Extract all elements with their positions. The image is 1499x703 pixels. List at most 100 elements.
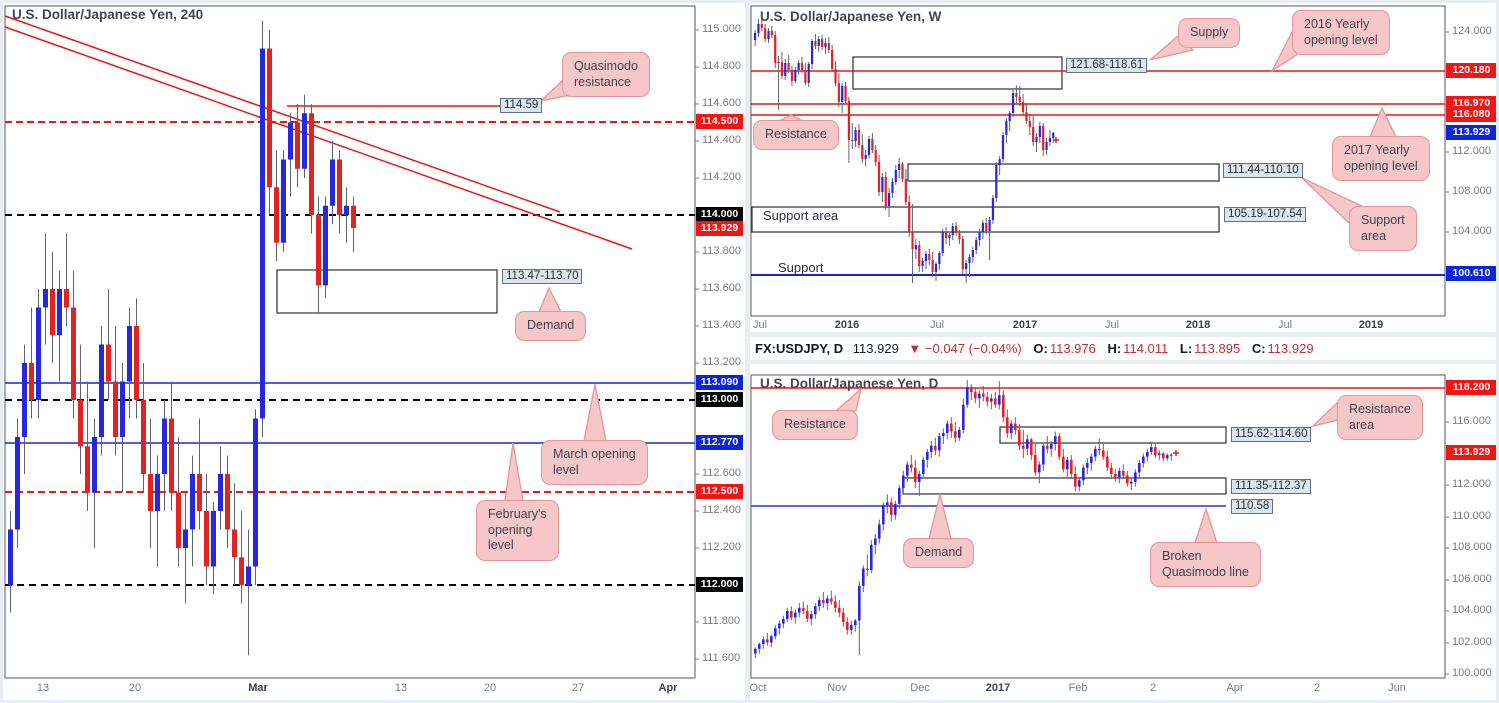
- callout-line: Support: [1361, 213, 1405, 227]
- callout-line: Supply: [1190, 25, 1229, 39]
- daily-candles: [754, 380, 1173, 659]
- weekly-xtick-7: 2019: [1358, 319, 1384, 331]
- ticker-close-label: C:: [1251, 341, 1266, 356]
- ticker-high-value: 114.011: [1123, 341, 1169, 356]
- h4-xtick-0: 13: [36, 682, 50, 694]
- weekly-callout-2016-yearly-opening-level[interactable]: 2016 Yearly opening level: [1292, 10, 1390, 55]
- daily-zone-0[interactable]: [999, 426, 1227, 444]
- weekly-xtick-4: Jul: [1104, 319, 1120, 331]
- h4-xtick-4: 20: [483, 682, 497, 694]
- daily-plot-area[interactable]: [750, 374, 1446, 679]
- weekly-zone-0[interactable]: [852, 56, 1063, 90]
- chart-title-240: U.S. Dollar/Japanese Yen, 240: [12, 7, 204, 22]
- ticker-status-row: FX:USDJPY, D 113.929 ▼ −0.047 (−0.04%) O…: [755, 341, 1314, 356]
- h4-ytick-115.000: 115.000: [702, 23, 741, 35]
- ticker-low-value: 113.895: [1194, 341, 1241, 356]
- h4-price-badge-113.000: 113.000: [696, 392, 743, 407]
- weekly-zone-1[interactable]: [907, 163, 1220, 182]
- h4-plot-area[interactable]: [4, 5, 696, 679]
- weekly-ytick-108.000: 108.000: [1452, 185, 1492, 197]
- weekly-range-label-111.44-110.10[interactable]: 111.44-110.10: [1223, 163, 1303, 178]
- h4-callout-demand[interactable]: Demand: [515, 311, 587, 341]
- callout-line: Quasimodo line: [1162, 564, 1249, 579]
- daily-xtick-4: Feb: [1068, 682, 1088, 694]
- weekly-text-support-area: Support area: [763, 208, 839, 223]
- daily-ytick-112.000: 112.000: [1452, 478, 1491, 490]
- h4-range-label-113.47-113.70[interactable]: 113.47-113.70: [502, 269, 583, 284]
- callout-line: resistance: [574, 74, 631, 89]
- daily-price-badge-118.200: 118.200: [1446, 380, 1497, 395]
- h4-ytick-111.800: 111.800: [702, 615, 741, 627]
- h4-price-badge-113.929: 113.929: [696, 221, 743, 236]
- weekly-ytick-124.000: 124.000: [1452, 25, 1492, 37]
- pane-divider-vertical[interactable]: [745, 0, 750, 703]
- callout-line: area: [1349, 417, 1375, 432]
- daily-range-label-111.35-112.37[interactable]: 111.35-112.37: [1231, 479, 1311, 494]
- weekly-text-support: Support: [778, 260, 824, 275]
- h4-candles: [8, 20, 356, 656]
- callout-line: level: [488, 538, 514, 552]
- h4-callout-february-opening-level[interactable]: February's opening level: [476, 500, 559, 561]
- weekly-xtick-0: Jul: [752, 319, 768, 331]
- h4-price-badge-112.770: 112.770: [696, 435, 743, 450]
- weekly-ytick-104.000: 104.000: [1452, 225, 1492, 237]
- callout-line: Demand: [915, 545, 963, 559]
- frame-bottom: [0, 700, 1499, 703]
- frame-left: [0, 0, 3, 703]
- h4-ytick-112.200: 112.200: [702, 541, 741, 553]
- ticker-close-value: 113.929: [1267, 341, 1314, 356]
- daily-callout-resistance-area[interactable]: Resistance area: [1337, 395, 1423, 440]
- weekly-callout-support-area[interactable]: Support area: [1349, 206, 1417, 251]
- daily-ytick-110.000: 110.000: [1452, 510, 1491, 522]
- h4-price-badge-112.000: 112.000: [696, 577, 743, 592]
- daily-ytick-116.000: 116.000: [1452, 415, 1491, 427]
- weekly-xtick-1: 2016: [834, 319, 860, 331]
- daily-ytick-104.000: 104.000: [1452, 604, 1492, 616]
- callout-line: Resistance: [765, 127, 827, 141]
- h4-price-badge-113.090: 113.090: [696, 375, 743, 390]
- daily-callout-demand[interactable]: Demand: [903, 538, 975, 568]
- daily-range-label-110.58[interactable]: 110.58: [1231, 499, 1274, 514]
- weekly-price-badge-100.610: 100.610: [1446, 266, 1497, 281]
- h4-callout-march-opening-level[interactable]: March opening level: [541, 440, 648, 485]
- weekly-plot-area[interactable]: [750, 5, 1446, 317]
- h4-ytick-113.400: 113.400: [702, 319, 741, 331]
- daily-price-badge-113.929: 113.929: [1446, 445, 1497, 460]
- h4-callout-quasimodo-resistance[interactable]: Quasimodo resistance: [562, 52, 650, 97]
- callout-line: Broken: [1162, 549, 1202, 563]
- h4-ytick-112.400: 112.400: [702, 504, 741, 516]
- daily-xtick-1: Nov: [827, 682, 847, 694]
- weekly-zone-2[interactable]: [751, 206, 1220, 233]
- chart-title-daily: U.S. Dollar/Japanese Yen, D: [760, 376, 939, 391]
- weekly-ytick-112.000: 112.000: [1452, 145, 1491, 157]
- h4-zone-0[interactable]: [276, 269, 498, 314]
- h4-xtick-5: 27: [571, 682, 585, 694]
- h4-xtick-6: Apr: [658, 682, 678, 694]
- daily-callout-resistance[interactable]: Resistance: [772, 410, 858, 440]
- daily-callout-broken-quasimodo-line[interactable]: Broken Quasimodo line: [1150, 542, 1261, 587]
- h4-range-label-114.59[interactable]: 114.59: [500, 98, 543, 113]
- pane-divider-horizontal-2[interactable]: [750, 360, 1499, 364]
- h4-trendline-0[interactable]: [4, 15, 561, 213]
- callout-line: area: [1361, 228, 1387, 243]
- daily-xtick-5: 2: [1149, 682, 1157, 694]
- frame-right: [1496, 0, 1499, 703]
- h4-trendline-1[interactable]: [4, 26, 633, 250]
- weekly-callout-2017-yearly-opening-level[interactable]: 2017 Yearly opening level: [1332, 136, 1430, 181]
- callout-line: February's: [488, 507, 547, 521]
- daily-range-label-115.62-114.60[interactable]: 115.62-114.60: [1231, 427, 1312, 442]
- pane-divider-horizontal-1[interactable]: [750, 332, 1499, 337]
- weekly-callout-supply[interactable]: Supply: [1178, 18, 1241, 48]
- ticker-open-value: 113.976: [1049, 341, 1096, 356]
- h4-ytick-113.200: 113.200: [702, 356, 741, 368]
- weekly-range-label-105.19-107.54[interactable]: 105.19-107.54: [1224, 207, 1307, 222]
- h4-price-badge-114.000: 114.000: [696, 207, 743, 222]
- daily-xtick-8: Jun: [1388, 682, 1406, 694]
- weekly-callout-resistance[interactable]: Resistance: [753, 120, 839, 150]
- callout-line: 2016 Yearly: [1304, 17, 1370, 31]
- ticker-open-label: O:: [1033, 341, 1048, 356]
- callout-line: Demand: [527, 318, 575, 332]
- weekly-price-badge-120.180: 120.180: [1446, 63, 1497, 78]
- weekly-range-label-121.68-118.61[interactable]: 121.68-118.61: [1066, 58, 1148, 73]
- callout-line: level: [553, 462, 579, 477]
